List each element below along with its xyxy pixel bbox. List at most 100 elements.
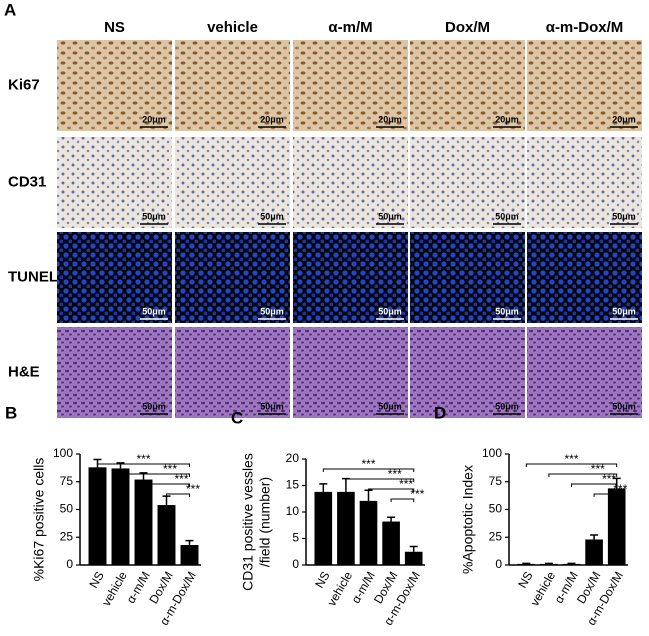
significance-label: *** [388,467,402,481]
significance-label: *** [174,472,188,486]
significance-bracket [97,463,190,467]
bar [382,521,400,565]
significance-bracket [390,498,415,502]
micrograph [293,40,408,131]
significance-label: *** [186,482,200,496]
column-header: α-m-Dox/M [546,19,624,36]
scale-bar-label: 50μm [142,211,166,221]
significance-label: *** [410,487,424,501]
significance-bracket [322,468,415,472]
panel-label: B [5,403,17,422]
micrograph [57,137,172,228]
y-tick-label: 50 [60,502,74,516]
micrograph [57,40,172,131]
error-bar [544,562,553,565]
significance-bracket [166,493,190,497]
micrograph [410,327,525,418]
y-tick-label: 0 [66,557,73,571]
significance-bracket [143,483,190,487]
micrograph [57,232,172,323]
bar [314,491,333,565]
bar [607,488,626,565]
significance-bracket [525,463,618,467]
error-bar [590,534,599,540]
y-tick-label: 0 [495,557,502,571]
micrograph [527,327,642,418]
x-tick-label: NS [515,569,535,590]
scale-bar-label: 50μm [142,306,166,316]
bar [585,539,603,565]
bar [404,551,423,565]
bar [540,563,558,565]
bar [337,491,355,565]
significance-label: *** [136,452,150,466]
significance-bracket [571,483,618,487]
column-header: α-m/M [328,19,372,36]
panel-label: D [434,403,446,422]
micrograph [410,137,525,228]
panel-label: C [231,408,243,427]
panel-label: A [4,0,16,19]
significance-label: *** [163,462,177,476]
significance-label: *** [591,462,605,476]
significance-label: *** [399,477,413,491]
scale-bar-label: 50μm [612,306,636,316]
y-tick-label: 20 [286,451,300,465]
y-tick-label: 75 [489,474,503,488]
scale-bar-label: 20μm [260,114,284,124]
scale-bar-label: 50μm [612,401,636,411]
y-tick-label: 100 [53,446,73,460]
significance-label: *** [564,452,578,466]
significance-bracket [548,473,618,477]
error-bar [319,483,328,492]
micrograph [410,40,525,131]
y-tick-label: 75 [60,474,74,488]
y-tick-label: 15 [286,478,300,492]
scale-bar-label: 50μm [260,306,284,316]
scale-bar-label: 50μm [378,211,402,221]
y-axis-label: /field (number) [257,477,273,567]
scale-bar-label: 50μm [142,401,166,411]
scale-bar-label: 20μm [495,114,519,124]
row-label: CD31 [8,173,46,190]
row-label: H&E [8,363,40,380]
micrograph [175,40,290,131]
row-label: TUNEL [8,268,58,285]
significance-label: *** [613,482,627,496]
error-bar [522,562,531,565]
micrograph [410,232,525,323]
column-header: Dox/M [445,19,490,36]
scale-bar-label: 50μm [378,401,402,411]
micrograph [527,137,642,228]
y-tick-label: 25 [489,529,503,543]
y-axis-label: CD31 positive vessles [240,453,256,591]
y-tick-label: 10 [286,504,300,518]
y-tick-label: 0 [292,557,299,571]
scale-bar-label: 50μm [495,306,519,316]
error-bar [387,516,396,522]
error-bar [567,562,576,565]
scale-bar-label: 20μm [612,114,636,124]
row-label: Ki67 [8,76,40,93]
micrograph [527,232,642,323]
micrograph [293,327,408,418]
y-axis-label: %Apoptotic Index [460,465,476,574]
bar [111,468,130,565]
significance-bracket [120,473,190,477]
scale-bar-label: 50μm [612,211,636,221]
y-tick-label: 25 [60,529,74,543]
column-header: NS [104,19,125,36]
column-header: vehicle [207,19,258,36]
significance-label: *** [602,472,616,486]
bar [157,505,176,565]
x-tick-label: NS [312,569,332,590]
x-tick-label: NS [86,569,106,590]
micrograph [57,327,172,418]
scale-bar-label: 20μm [142,114,166,124]
micrograph [175,137,290,228]
significance-bracket [345,478,415,482]
significance-bracket [593,493,618,497]
bar [134,479,153,565]
error-bar [162,495,171,506]
